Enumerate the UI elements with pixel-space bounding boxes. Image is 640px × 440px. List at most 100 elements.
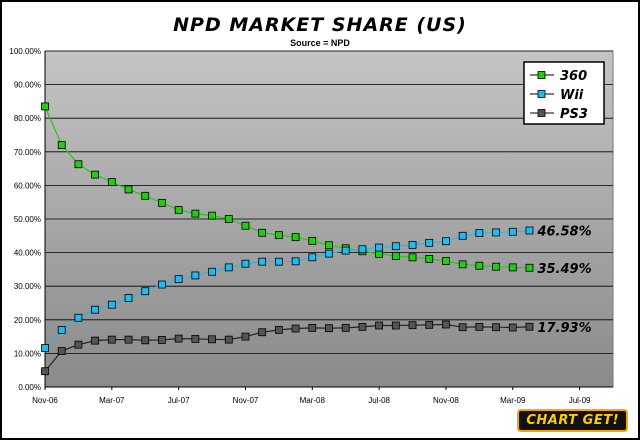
y-tick-label: 10.00%	[14, 349, 41, 358]
end-value-label: 46.58%	[536, 224, 591, 239]
data-point	[191, 209, 200, 218]
data-point	[158, 280, 166, 289]
data-point	[91, 336, 100, 345]
data-point	[174, 206, 183, 214]
legend-marker	[537, 71, 546, 79]
data-point	[274, 257, 283, 266]
data-point	[208, 267, 216, 276]
data-point	[258, 328, 267, 337]
data-point	[241, 221, 250, 230]
data-point	[508, 263, 517, 272]
y-tick-label: 50.00%	[14, 215, 41, 224]
y-tick-label: 60.00%	[14, 181, 41, 190]
legend-label: PS3	[560, 107, 588, 122]
data-point	[341, 246, 350, 255]
data-point	[291, 324, 300, 333]
data-point	[158, 336, 166, 344]
data-point	[274, 325, 283, 334]
data-point	[57, 141, 66, 149]
y-tick-label: 90.00%	[14, 81, 41, 90]
data-point	[425, 238, 434, 247]
chart-subtitle: Source = NPD	[290, 38, 350, 48]
legend-marker	[537, 109, 546, 117]
data-point	[291, 233, 300, 242]
end-value-label: 35.49%	[537, 262, 591, 277]
data-point	[57, 325, 66, 334]
data-point	[442, 237, 450, 246]
data-point	[41, 367, 49, 376]
data-point	[325, 249, 333, 258]
data-point	[375, 321, 384, 330]
end-value-label: 17.93%	[537, 321, 591, 336]
x-tick-label: Jul-08	[368, 396, 390, 405]
data-point	[174, 275, 183, 284]
data-point	[475, 322, 484, 331]
data-point	[492, 262, 500, 271]
legend-label: 360	[560, 69, 587, 84]
data-point	[124, 294, 133, 302]
data-point	[74, 340, 83, 349]
data-point	[308, 236, 317, 245]
data-point	[358, 322, 367, 331]
data-point	[107, 335, 116, 344]
data-point	[224, 215, 233, 223]
data-point	[124, 185, 133, 194]
data-point	[492, 228, 500, 237]
y-tick-label: 80.00%	[14, 114, 41, 123]
x-tick-label: Nov-06	[32, 396, 58, 405]
data-point	[525, 322, 534, 331]
data-point	[107, 300, 116, 309]
data-point	[391, 242, 400, 251]
data-point	[341, 323, 350, 332]
data-point	[525, 263, 534, 272]
data-point	[141, 287, 150, 296]
data-point	[508, 323, 517, 332]
legend-marker	[537, 90, 546, 98]
y-tick-label: 30.00%	[14, 282, 41, 291]
y-tick-label: 0.00%	[18, 383, 41, 392]
data-point	[308, 323, 317, 332]
data-point	[375, 250, 384, 258]
y-tick-label: 70.00%	[14, 148, 41, 157]
data-point	[458, 323, 467, 332]
data-point	[391, 252, 400, 260]
data-point	[91, 170, 100, 179]
series-ps3: 17.93%	[41, 320, 592, 376]
data-point	[308, 253, 317, 262]
data-point	[158, 198, 166, 207]
data-point	[375, 243, 384, 252]
x-tick-label: Jul-09	[569, 396, 591, 405]
data-point	[291, 257, 300, 266]
data-point	[258, 257, 267, 266]
data-point	[442, 257, 450, 265]
x-tick-label: Mar-07	[99, 396, 125, 405]
data-point	[458, 260, 467, 269]
data-point	[442, 320, 450, 329]
data-point	[408, 253, 417, 262]
data-point	[191, 335, 200, 343]
data-point	[475, 261, 484, 270]
data-point	[224, 263, 233, 272]
data-point	[74, 160, 83, 169]
x-tick-label: Mar-09	[500, 396, 526, 405]
data-point	[274, 231, 283, 240]
data-point	[458, 231, 467, 240]
chart-title: NPD MARKET SHARE (US)	[173, 14, 467, 36]
data-point	[425, 320, 434, 329]
y-tick-label: 20.00%	[14, 316, 41, 325]
data-point	[124, 335, 133, 344]
data-point	[325, 241, 333, 250]
data-point	[408, 240, 417, 249]
chart-get-logo: CHART GET!	[517, 409, 628, 432]
legend: 360 Wii PS3	[523, 61, 605, 125]
legend-label: Wii	[560, 88, 584, 103]
data-point	[208, 211, 216, 220]
data-point	[258, 228, 267, 237]
data-point	[41, 102, 49, 111]
data-point	[358, 245, 367, 254]
series-wii: 46.58%	[41, 224, 592, 352]
data-point	[57, 347, 66, 355]
data-point	[475, 229, 484, 238]
data-point	[208, 335, 216, 344]
